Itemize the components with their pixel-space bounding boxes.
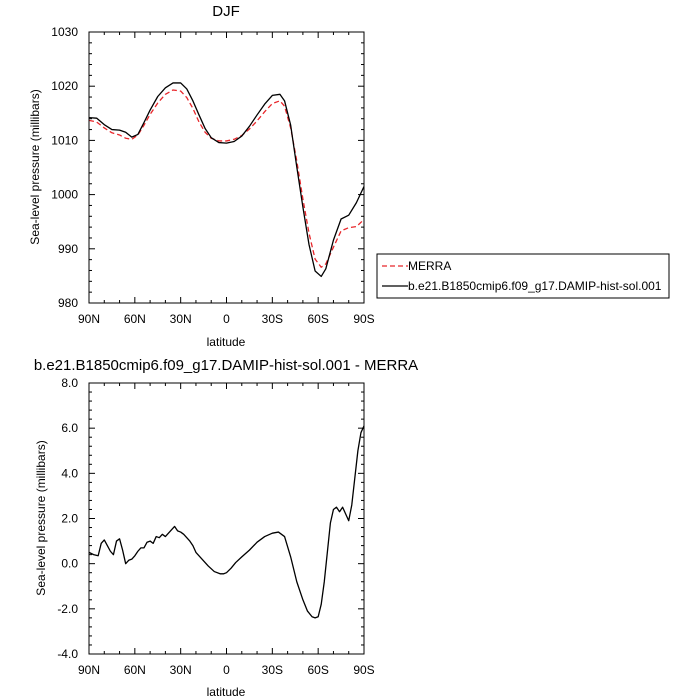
- bottom-y-tick-label: -2.0: [57, 602, 78, 616]
- top-x-tick-label: 90S: [353, 312, 374, 326]
- top-series-line-1: [88, 82, 365, 278]
- top-x-tick-label: 90N: [78, 312, 100, 326]
- top-panel: DJF 90N 60N 30N 0 30S 60S 90S 980 990 1000 1010 102…: [28, 3, 670, 349]
- bottom-y-tick-label: 8.0: [61, 376, 78, 390]
- legend-label-model: b.e21.B1850cmip6.f09_g17.DAMIP-hist-sol.…: [408, 279, 662, 293]
- bottom-plot-frame: [88, 382, 365, 655]
- bottom-chart-title: b.e21.B1850cmip6.f09_g17.DAMIP-hist-sol.…: [34, 357, 418, 374]
- top-y-tick-label: 1030: [51, 25, 78, 39]
- bottom-x-axis-label: latitude: [207, 685, 246, 699]
- bottom-x-tick-label: 90S: [353, 663, 374, 677]
- legend-label-merra: MERRA: [408, 259, 451, 273]
- bottom-axes-ticks: 90N 60N 30N 0 30S 60S 90S -4.0 -2.0 0.0 2.0 4.0 6.0 8…: [57, 376, 374, 677]
- top-y-tick-label: 980: [58, 296, 78, 310]
- bottom-y-tick-label: 6.0: [61, 421, 78, 435]
- bottom-x-tick-label: 60N: [124, 663, 146, 677]
- bottom-y-axis-label: Sea-level pressure (millibars): [34, 440, 48, 595]
- bottom-y-tick-label: 0.0: [61, 557, 78, 571]
- bottom-panel: b.e21.B1850cmip6.f09_g17.DAMIP-hist-sol.…: [34, 357, 418, 699]
- top-x-tick-label: 30S: [262, 312, 283, 326]
- bottom-series-line-0: [88, 425, 365, 619]
- bottom-x-tick-label: 30N: [170, 663, 192, 677]
- top-plot-frame: [88, 31, 365, 304]
- bottom-y-tick-label: -4.0: [57, 647, 78, 661]
- bottom-x-tick-label: 90N: [78, 663, 100, 677]
- top-legend: MERRA b.e21.B1850cmip6.f09_g17.DAMIP-his…: [376, 253, 670, 299]
- top-series-lines: [88, 82, 365, 278]
- top-y-tick-label: 1010: [51, 133, 78, 147]
- bottom-series-lines: [88, 425, 365, 619]
- top-x-tick-label: 0: [223, 312, 230, 326]
- top-chart-title: DJF: [212, 3, 240, 20]
- top-x-tick-label: 60S: [307, 312, 328, 326]
- bottom-y-tick-label: 2.0: [61, 512, 78, 526]
- top-x-tick-label: 30N: [170, 312, 192, 326]
- top-axes-ticks: 90N 60N 30N 0 30S 60S 90S 980 990 1000 1010 1020 103…: [51, 25, 374, 326]
- top-y-tick-label: 1020: [51, 79, 78, 93]
- bottom-x-tick-label: 0: [223, 663, 230, 677]
- top-series-line-0: [88, 89, 365, 268]
- top-y-axis-label: Sea-level pressure (millibars): [28, 89, 42, 244]
- top-y-tick-label: 1000: [51, 188, 78, 202]
- top-x-axis-label: latitude: [207, 335, 246, 349]
- bottom-x-tick-label: 30S: [262, 663, 283, 677]
- top-x-tick-label: 60N: [124, 312, 146, 326]
- top-y-tick-label: 990: [58, 242, 78, 256]
- legend-box: [376, 253, 670, 299]
- bottom-x-tick-label: 60S: [307, 663, 328, 677]
- bottom-y-tick-label: 4.0: [61, 466, 78, 480]
